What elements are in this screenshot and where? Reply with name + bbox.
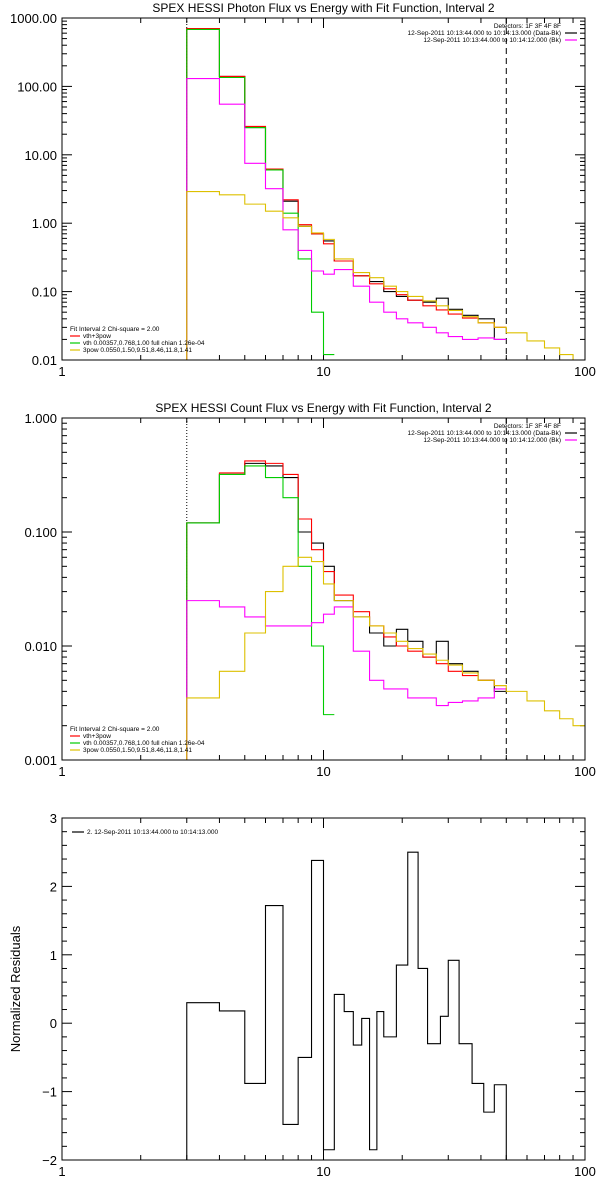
chart-title: SPEX HESSI Count Flux vs Energy with Fit…	[155, 401, 491, 415]
plot-frame	[61, 417, 586, 761]
y-axis-label: Normalized Residuals	[8, 925, 23, 1052]
legend-bottom-entry: vth+3pow	[83, 333, 111, 340]
series-4-line	[186, 191, 585, 360]
plot-frame	[61, 817, 586, 1161]
legend-bottom-entry: vth+3pow	[83, 733, 111, 740]
y-tick-label: 1.000	[24, 411, 57, 426]
y-tick-label: 10.00	[24, 148, 57, 163]
series-2-line	[186, 465, 335, 760]
legend-entry: 2. 12-Sep-2011 10:13:44.000 to 10:14:13.…	[87, 829, 218, 836]
x-tick-label: 10	[316, 1164, 330, 1179]
photon-flux-panel: SPEX HESSI Photon Flux vs Energy with Fi…	[10, 1, 596, 379]
legend-bottom-entry: vth 0.00357,0.768,1.00 full chian 1.26e-…	[83, 740, 205, 747]
count-flux-panel: SPEX HESSI Count Flux vs Energy with Fit…	[24, 401, 595, 779]
x-tick-label: 100	[574, 764, 596, 779]
legend-bottom-entry: 3pow 0.0550,1.50,9.51,8.46,11.8,1.41	[83, 347, 192, 354]
plot-area	[186, 418, 585, 760]
legend-top-entry: 12-Sep-2011 10:13:44.000 to 10:14:12.000…	[423, 37, 561, 44]
series-0-line	[186, 851, 507, 1160]
x-tick-label: 1	[58, 764, 65, 779]
x-tick-label: 10	[316, 364, 330, 379]
y-tick-label: 2	[50, 879, 57, 894]
series-3-line	[186, 78, 507, 360]
y-tick-label: 0.01	[32, 353, 57, 368]
y-tick-label: 3	[50, 811, 57, 826]
x-tick-label: 1	[58, 364, 65, 379]
y-tick-label: 0.010	[24, 639, 57, 654]
x-tick-label: 100	[574, 364, 596, 379]
legend-top-entry: 12-Sep-2011 10:13:44.000 to 10:14:12.000…	[423, 437, 561, 444]
legend-top-entry: Detectors: 1F 3F 4F 8F	[494, 423, 561, 430]
y-tick-label: 0.100	[24, 525, 57, 540]
x-tick-label: 1	[58, 1164, 65, 1179]
y-tick-label: 100.00	[17, 79, 57, 94]
series-0-line	[186, 462, 507, 760]
series-3-line	[186, 600, 507, 760]
legend-top-entry: 12-Sep-2011 10:13:44.000 to 10:14:13.000…	[408, 430, 561, 437]
plot-frame	[61, 17, 586, 361]
legend-top-entry: 12-Sep-2011 10:13:44.000 to 10:14:13.000…	[408, 30, 561, 37]
legend-bottom-entry: vth 0.00357,0.768,1.00 full chian 1.26e-…	[83, 340, 205, 347]
legend-bottom-entry: 3pow 0.0550,1.50,9.51,8.46,11.8,1.41	[83, 747, 192, 754]
x-tick-label: 10	[316, 764, 330, 779]
y-tick-label: −1	[42, 1085, 57, 1100]
x-tick-label: 100	[574, 1164, 596, 1179]
legend-bottom-entry: Fit Interval 2 Chi-square = 2.00	[70, 726, 160, 733]
plot-area	[186, 18, 585, 360]
series-2-line	[186, 28, 335, 360]
y-tick-label: 0	[50, 1016, 57, 1031]
y-tick-label: 1000.00	[10, 11, 57, 26]
chart-title: SPEX HESSI Photon Flux vs Energy with Fi…	[152, 1, 494, 15]
y-tick-label: 0.001	[24, 753, 57, 768]
plot-area	[186, 851, 507, 1160]
series-1-line	[186, 460, 507, 760]
series-4-line	[186, 556, 585, 760]
y-tick-label: 0.10	[32, 285, 57, 300]
y-tick-label: −2	[42, 1153, 57, 1168]
legend-bottom-entry: Fit Interval 2 Chi-square = 2.00	[70, 326, 160, 333]
y-tick-label: 1.00	[32, 216, 57, 231]
y-tick-label: 1	[50, 948, 57, 963]
legend-top-entry: Detectors: 1F 3F 4F 8F	[494, 23, 561, 30]
residuals-panel: 1 10 100 −2 −1 0 1 2 3 Normalized Residuals 2. 12-…	[8, 811, 596, 1179]
